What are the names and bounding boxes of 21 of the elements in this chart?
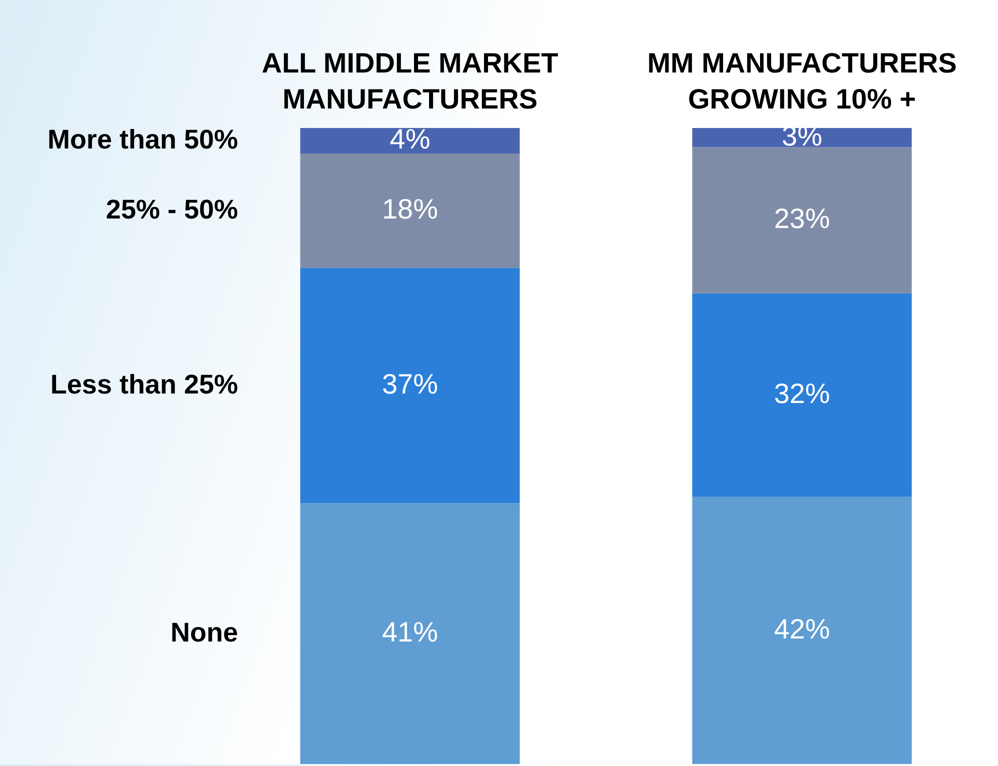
text: More than 50% (47, 124, 238, 155)
data-label: 4% (390, 124, 430, 155)
text: Less than 25% (50, 370, 238, 400)
bar (692, 128, 912, 148)
data-label: 18% (382, 194, 438, 225)
bar (300, 503, 520, 764)
bar (300, 128, 520, 154)
x-tick-label: ALL MIDDLE MARKET MANUFACTURERS (262, 48, 558, 114)
data-label: 42% (774, 613, 830, 644)
data-label: 37% (382, 368, 438, 400)
text: None (170, 618, 238, 648)
bar (692, 293, 912, 497)
bar (692, 496, 912, 764)
data-label: 32% (774, 378, 830, 410)
bar (300, 153, 520, 268)
bar (692, 147, 912, 294)
text: 25% - 50% (106, 194, 238, 225)
data-label: 23% (774, 203, 830, 234)
data-label: 41% (382, 616, 438, 648)
x-tick-label: MM MANUFACTURERS GROWING 10% + (647, 48, 957, 114)
bar (300, 268, 520, 504)
